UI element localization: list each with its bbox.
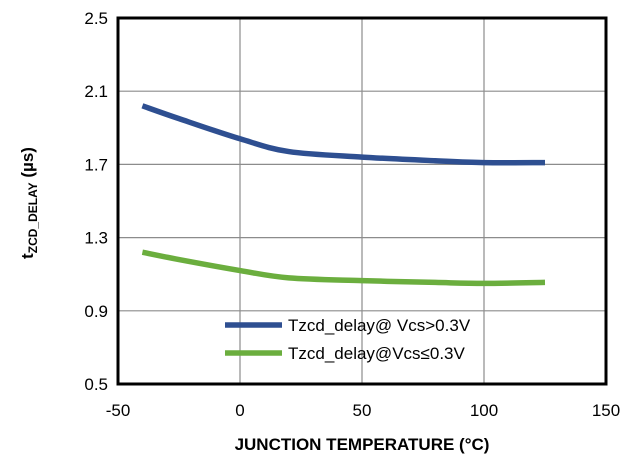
series-lines <box>141 103 546 287</box>
y-tick-label: 2.1 <box>84 82 108 101</box>
y-tick-label: 1.7 <box>84 155 108 174</box>
y-axis-title-main: t <box>18 253 37 259</box>
grid-lines <box>118 18 606 384</box>
y-axis-title: tZCD_DELAY (µs) <box>18 147 40 259</box>
x-axis-title: JUNCTION TEMPERATURE (°C) <box>235 435 490 454</box>
y-axis-title-unit: (µs) <box>18 147 37 182</box>
y-tick-label: 0.5 <box>84 375 108 394</box>
x-tick-labels: -50 0 50 100 150 <box>106 401 620 420</box>
y-axis-title-subscript: ZCD_DELAY <box>26 182 40 253</box>
y-tick-labels: 0.5 0.9 1.3 1.7 2.1 2.5 <box>84 9 108 394</box>
x-tick-label: 0 <box>235 401 244 420</box>
plot-frame <box>116 16 608 386</box>
series-line-1 <box>141 103 546 166</box>
y-tick-label: 2.5 <box>84 9 108 28</box>
x-tick-label: 50 <box>353 401 372 420</box>
y-tick-label: 1.3 <box>84 229 108 248</box>
x-tick-label: 150 <box>592 401 620 420</box>
series-line-2 <box>141 249 546 287</box>
legend-label-1: Tzcd_delay@ Vcs>0.3V <box>288 316 471 335</box>
x-tick-label: -50 <box>106 401 131 420</box>
y-tick-label: 0.9 <box>84 302 108 321</box>
x-tick-label: 100 <box>470 401 498 420</box>
legend: Tzcd_delay@ Vcs>0.3V Tzcd_delay@Vcs≤0.3V <box>225 316 471 363</box>
legend-label-2: Tzcd_delay@Vcs≤0.3V <box>288 344 465 363</box>
